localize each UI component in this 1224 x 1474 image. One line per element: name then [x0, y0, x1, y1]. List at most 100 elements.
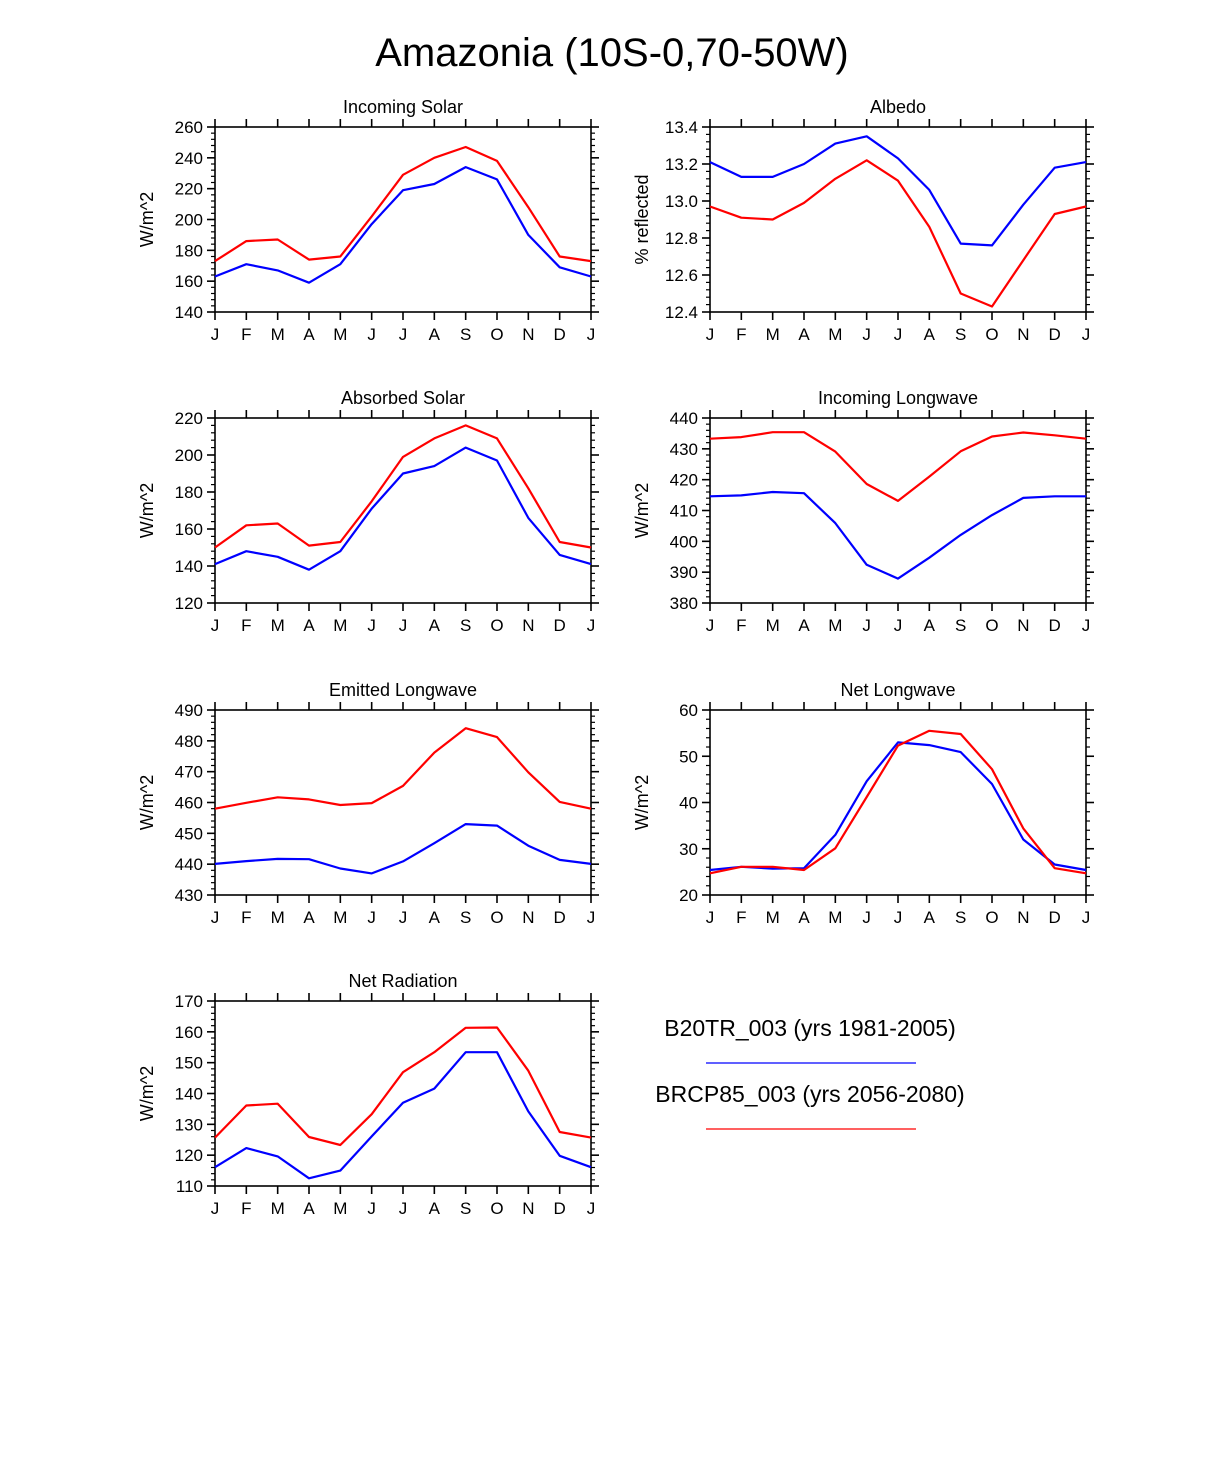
plot-frame — [709, 417, 1087, 604]
x-tick-label: J — [211, 616, 220, 635]
x-tick-label: M — [828, 908, 842, 927]
x-tick-label: J — [367, 1199, 376, 1218]
y-tick-label: 60 — [679, 701, 698, 720]
y-tick-label: 430 — [670, 440, 698, 459]
y-tick-label: 170 — [175, 992, 203, 1011]
x-tick-label: J — [706, 616, 715, 635]
series-line-rcp85 — [214, 727, 592, 810]
x-tick-label: J — [1082, 908, 1091, 927]
x-tick-label: O — [985, 616, 998, 635]
x-tick-label: O — [490, 908, 503, 927]
x-tick-label: N — [1017, 325, 1029, 344]
x-tick-label: J — [367, 325, 376, 344]
x-tick-label: J — [211, 325, 220, 344]
x-tick-label: D — [1049, 325, 1061, 344]
x-tick-label: M — [271, 616, 285, 635]
y-axis-label: W/m^2 — [137, 775, 157, 830]
y-axis-label: W/m^2 — [137, 1066, 157, 1121]
panel-title: Net Radiation — [348, 971, 457, 991]
y-tick-label: 480 — [175, 732, 203, 751]
series-line-rcp85 — [214, 1026, 592, 1147]
y-tick-label: 180 — [175, 241, 203, 260]
y-tick-label: 160 — [175, 1023, 203, 1042]
y-tick-label: 400 — [670, 532, 698, 551]
x-tick-label: F — [241, 908, 251, 927]
x-tick-label: M — [271, 1199, 285, 1218]
y-tick-label: 430 — [175, 886, 203, 905]
plot-frame — [214, 417, 592, 604]
y-tick-label: 140 — [175, 303, 203, 322]
legend-label-rcp85: BRCP85_003 (yrs 2056-2080) — [655, 1081, 964, 1107]
y-tick-label: 160 — [175, 520, 203, 539]
y-tick-label: 140 — [175, 1085, 203, 1104]
x-tick-label: M — [333, 908, 347, 927]
y-tick-label: 450 — [175, 824, 203, 843]
x-tick-label: S — [460, 325, 471, 344]
x-tick-label: F — [241, 325, 251, 344]
series-line-baseline — [214, 166, 592, 284]
series-line-baseline — [214, 822, 592, 875]
y-tick-label: 120 — [175, 1146, 203, 1165]
y-tick-label: 200 — [175, 446, 203, 465]
panel-title: Incoming Longwave — [818, 388, 978, 408]
x-tick-label: O — [490, 325, 503, 344]
y-tick-label: 140 — [175, 557, 203, 576]
legend-label-baseline: B20TR_003 (yrs 1981-2005) — [664, 1015, 956, 1041]
x-tick-label: M — [828, 325, 842, 344]
x-tick-label: O — [490, 1199, 503, 1218]
y-tick-label: 150 — [175, 1054, 203, 1073]
x-tick-label: J — [399, 616, 408, 635]
x-tick-label: D — [1049, 616, 1061, 635]
y-tick-label: 13.2 — [665, 155, 698, 174]
x-tick-label: J — [587, 616, 596, 635]
y-tick-label: 390 — [670, 563, 698, 582]
x-tick-label: N — [522, 325, 534, 344]
figure-title: Amazonia (10S-0,70-50W) — [375, 31, 849, 75]
x-tick-label: A — [303, 908, 315, 927]
x-tick-label: J — [706, 325, 715, 344]
panel-title: Emitted Longwave — [329, 680, 477, 700]
x-tick-label: D — [554, 616, 566, 635]
x-tick-label: M — [271, 325, 285, 344]
panel-title: Net Longwave — [840, 680, 955, 700]
x-tick-label: J — [1082, 325, 1091, 344]
x-tick-label: D — [554, 1199, 566, 1218]
x-tick-label: M — [271, 908, 285, 927]
x-tick-label: J — [367, 908, 376, 927]
x-tick-label: M — [333, 616, 347, 635]
x-tick-label: D — [554, 908, 566, 927]
x-tick-label: O — [985, 908, 998, 927]
y-tick-label: 110 — [176, 1177, 203, 1196]
y-tick-label: 220 — [175, 409, 203, 428]
plot-frame — [214, 709, 592, 896]
y-tick-label: 12.6 — [665, 266, 698, 285]
x-tick-label: A — [924, 616, 936, 635]
x-tick-label: J — [894, 616, 903, 635]
y-tick-label: 130 — [175, 1115, 203, 1134]
y-tick-label: 240 — [175, 149, 203, 168]
panel-title: Albedo — [870, 97, 926, 117]
y-axis-label: W/m^2 — [137, 483, 157, 538]
series-line-baseline — [214, 1051, 592, 1180]
y-tick-label: 40 — [679, 794, 698, 813]
x-tick-label: M — [766, 325, 780, 344]
y-axis-label: W/m^2 — [632, 775, 652, 830]
x-tick-label: A — [429, 325, 441, 344]
series-line-rcp85 — [709, 431, 1087, 502]
x-tick-label: N — [522, 1199, 534, 1218]
y-tick-label: 20 — [679, 886, 698, 905]
panel-title: Absorbed Solar — [341, 388, 465, 408]
x-tick-label: F — [736, 325, 746, 344]
x-tick-label: J — [1082, 616, 1091, 635]
x-tick-label: M — [766, 908, 780, 927]
y-tick-label: 50 — [679, 747, 698, 766]
x-tick-label: J — [862, 908, 871, 927]
legend: B20TR_003 (yrs 1981-2005) BRCP85_003 (yr… — [655, 1015, 965, 1130]
x-tick-label: J — [862, 616, 871, 635]
x-tick-label: A — [798, 616, 810, 635]
series-line-baseline — [214, 446, 592, 571]
